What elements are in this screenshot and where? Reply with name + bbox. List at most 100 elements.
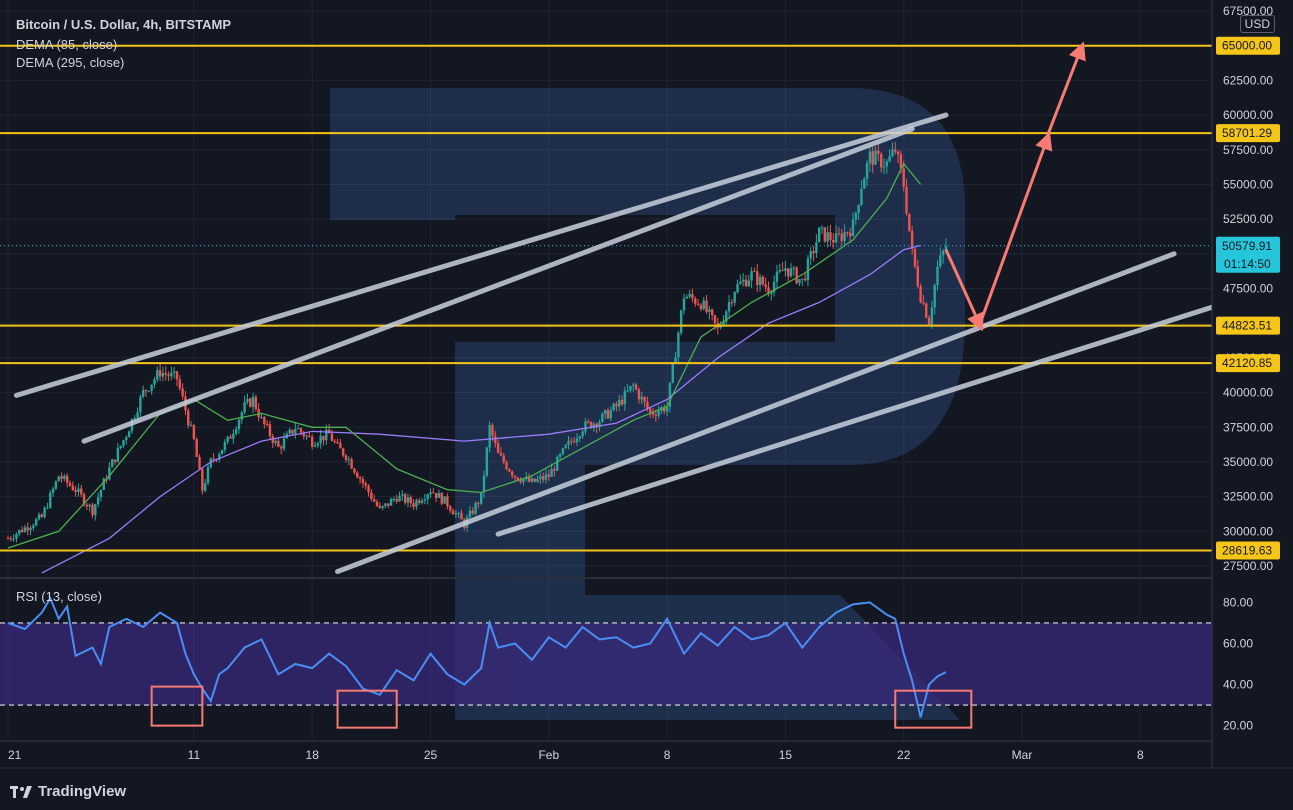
candle-body — [460, 513, 463, 520]
time-tick-label: 15 — [779, 748, 793, 762]
candle-body — [871, 151, 874, 165]
candle-body — [888, 156, 891, 162]
candle-body — [249, 398, 252, 407]
candle-body — [643, 396, 646, 402]
candle-body — [161, 372, 165, 377]
candle-body — [353, 468, 356, 473]
candle-body — [172, 371, 176, 373]
channel-trend-line — [495, 281, 1287, 537]
candle-body — [350, 459, 353, 469]
candle-body — [229, 436, 232, 439]
candle-body — [694, 298, 697, 304]
candle-body — [623, 390, 627, 405]
candle-body — [20, 529, 24, 533]
candle-body — [829, 232, 832, 240]
candle-body — [857, 204, 860, 213]
candle-body — [919, 286, 922, 303]
level-price-tag — [1216, 541, 1280, 560]
candle-body — [122, 440, 125, 446]
candle-body — [305, 435, 308, 437]
candle-body — [879, 154, 883, 168]
candle-body — [243, 401, 246, 413]
candle-body — [403, 494, 407, 503]
candle-body — [280, 446, 283, 449]
price-tick-label: 57500.00 — [1223, 143, 1273, 157]
candle-body — [513, 475, 517, 478]
candle-body — [541, 476, 545, 480]
candle-body — [646, 401, 649, 409]
candle-body — [60, 476, 63, 480]
candle-body — [375, 501, 379, 506]
candle-body — [322, 435, 325, 441]
candle-body — [80, 488, 83, 495]
candle-body — [387, 503, 390, 506]
candle-body — [894, 149, 897, 152]
tradingview-brand[interactable]: TradingView — [10, 783, 126, 800]
candle-body — [674, 357, 677, 364]
candle-body — [74, 490, 77, 493]
candle-body — [516, 477, 520, 481]
candle-body — [167, 374, 170, 377]
candle-body — [713, 315, 717, 324]
candle-body — [803, 278, 807, 281]
candle-body — [505, 462, 508, 470]
candle-body — [806, 258, 810, 281]
currency-label[interactable]: USD — [1239, 15, 1275, 33]
candle-body — [792, 267, 796, 269]
candle-body — [299, 428, 303, 433]
time-tick-label: 22 — [897, 748, 911, 762]
candle-body — [440, 492, 443, 504]
candle-body — [220, 449, 224, 455]
level-price-label: 58701.29 — [1222, 126, 1272, 140]
price-tick-label: 60000.00 — [1223, 108, 1273, 122]
candle-body — [94, 504, 97, 516]
candle-body — [820, 227, 824, 229]
candle-body — [254, 396, 258, 410]
candle-body — [34, 519, 38, 526]
price-tick-label: 40000.00 — [1223, 386, 1273, 400]
time-tick-label: 8 — [1137, 748, 1144, 762]
candle-body — [372, 499, 376, 502]
candle-body — [274, 440, 277, 444]
candle-body — [865, 162, 869, 179]
candle-body — [587, 421, 590, 423]
candle-body — [437, 492, 441, 498]
candle-body — [595, 423, 598, 428]
candle-body — [558, 454, 562, 457]
time-tick-label: Feb — [538, 748, 559, 762]
candle-body — [547, 474, 550, 477]
candle-body — [544, 474, 548, 480]
candle-body — [313, 445, 317, 447]
candle-body — [682, 298, 686, 311]
channel-trend-line — [81, 126, 915, 444]
candle-body — [6, 538, 10, 540]
candle-body — [51, 488, 55, 493]
candle-body — [57, 476, 60, 482]
candle-body — [150, 384, 153, 391]
level-price-label: 65000.00 — [1222, 39, 1272, 53]
rsi-tick-label: 80.00 — [1223, 595, 1253, 609]
candle-body — [378, 505, 381, 508]
candle-body — [657, 411, 660, 416]
bar-countdown-label: 01:14:50 — [1224, 257, 1271, 271]
candle-body — [910, 230, 914, 249]
candle-body — [9, 538, 13, 540]
candle-body — [446, 496, 449, 507]
candle-body — [367, 485, 370, 493]
candle-body — [88, 504, 91, 507]
candle-body — [527, 476, 531, 482]
candle-body — [330, 433, 334, 441]
price-tick-label: 27500.00 — [1223, 559, 1273, 573]
price-tick-label: 35000.00 — [1223, 455, 1273, 469]
candle-body — [49, 492, 52, 508]
rsi-line — [7, 596, 947, 718]
candle-body — [127, 431, 131, 438]
candle-body — [708, 309, 711, 312]
time-tick-label: 11 — [188, 748, 201, 762]
candle-body — [860, 188, 863, 205]
rsi-tick-label: 40.00 — [1223, 678, 1253, 692]
candle-body — [370, 492, 373, 500]
candle-body — [778, 270, 781, 272]
price-tick-label: 30000.00 — [1223, 524, 1273, 538]
